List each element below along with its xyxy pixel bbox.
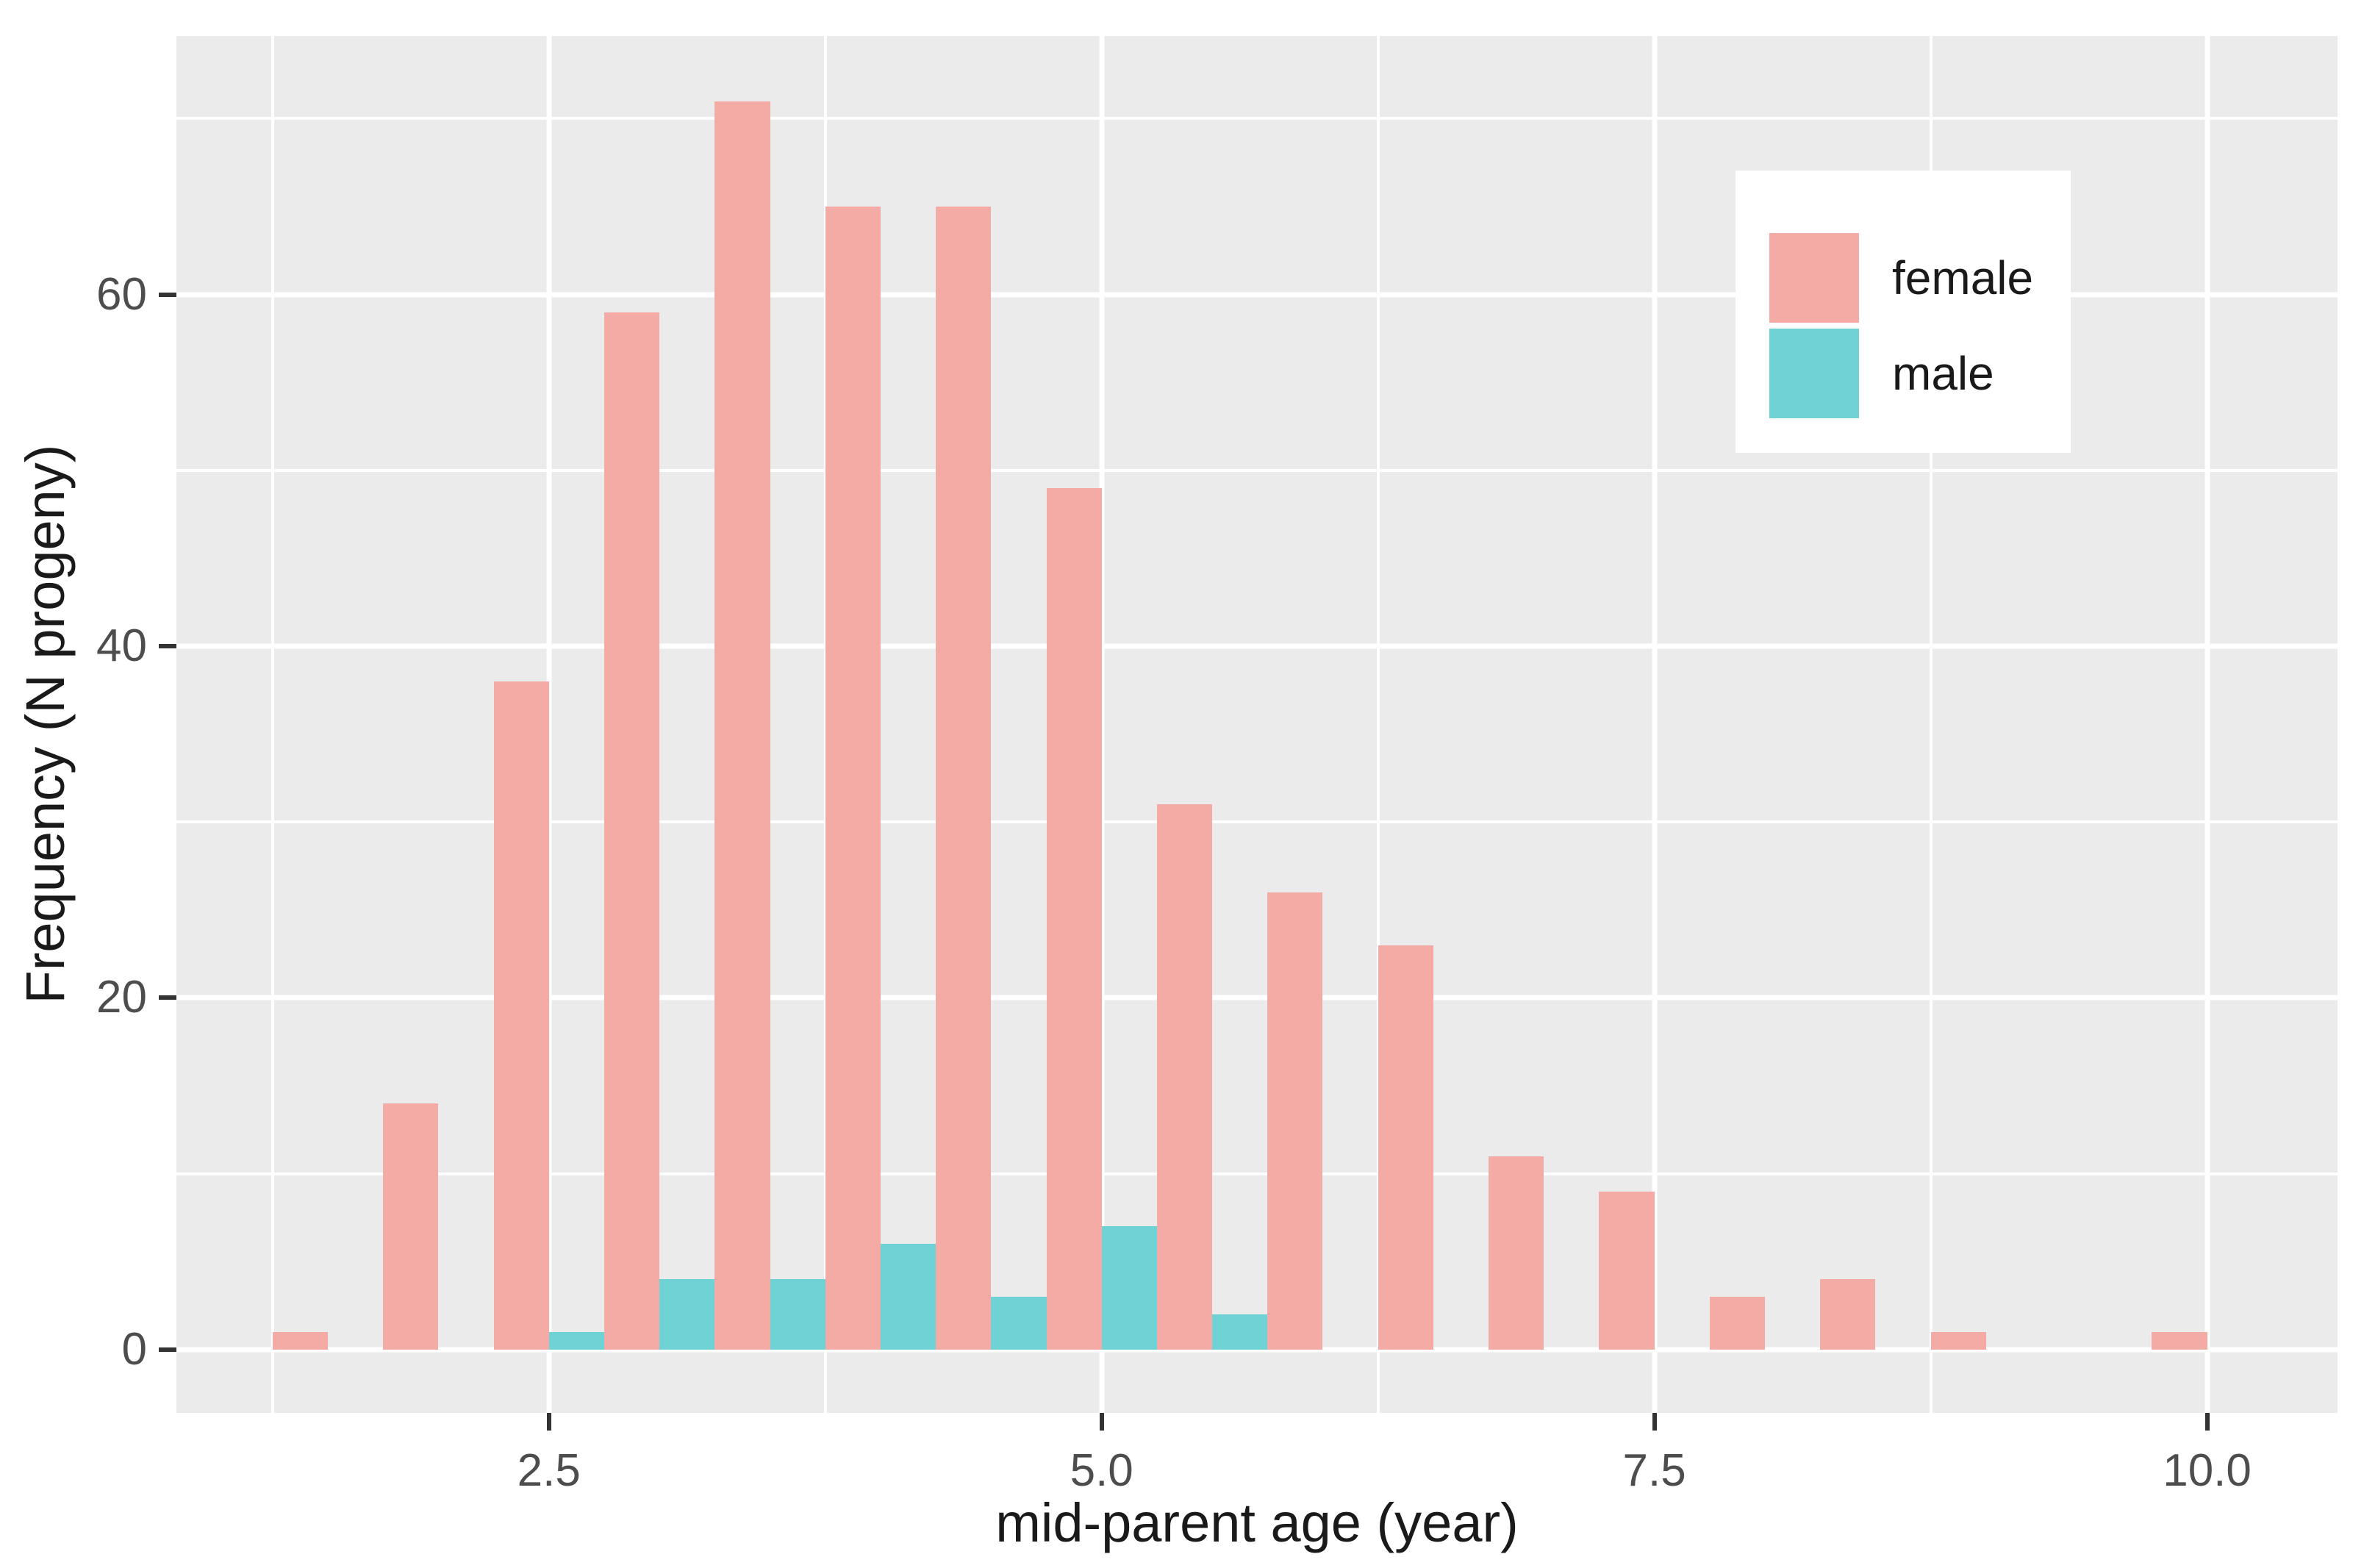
- x-tick-mark: [546, 1413, 551, 1431]
- female-bar: [936, 207, 992, 1350]
- female-bar: [1378, 945, 1433, 1350]
- female-bar: [1489, 1156, 1544, 1350]
- female-bar: [272, 1331, 329, 1350]
- x-minor-gridline: [1929, 36, 1933, 1413]
- male-bar: [991, 1297, 1047, 1350]
- y-minor-gridline: [176, 820, 2338, 824]
- x-tick-mark: [1099, 1413, 1104, 1431]
- x-major-gridline: [1652, 36, 1658, 1413]
- x-minor-gridline: [1376, 36, 1380, 1413]
- female-bar: [383, 1103, 439, 1350]
- female-swatch-icon: [1769, 233, 1859, 323]
- female-bar: [493, 681, 549, 1350]
- y-minor-gridline: [176, 468, 2338, 472]
- x-tick-mark: [2204, 1413, 2210, 1431]
- male-swatch-icon: [1769, 329, 1859, 418]
- male-bar: [659, 1279, 715, 1350]
- female-bar: [825, 207, 881, 1350]
- legend: female male: [1736, 171, 2071, 453]
- male-bar: [1212, 1314, 1268, 1350]
- legend-label-female: female: [1892, 251, 2034, 304]
- y-tick-label: 20: [96, 972, 147, 1023]
- female-bar: [1156, 804, 1213, 1350]
- y-tick-mark: [159, 1347, 176, 1352]
- x-major-gridline: [1099, 36, 1105, 1413]
- female-bar: [1046, 487, 1102, 1350]
- female-bar: [2152, 1331, 2207, 1350]
- female-bar: [603, 312, 660, 1350]
- female-bar: [714, 101, 770, 1350]
- male-bar: [1101, 1226, 1157, 1350]
- female-bar: [1599, 1191, 1655, 1350]
- male-bar: [880, 1244, 936, 1350]
- legend-label-male: male: [1892, 347, 1994, 400]
- y-tick-mark: [159, 995, 176, 1000]
- x-tick-label: 10.0: [2163, 1445, 2252, 1496]
- x-tick-label: 7.5: [1622, 1445, 1686, 1496]
- x-major-gridline: [2204, 36, 2210, 1413]
- y-axis-title: Frequency (N progeny): [15, 444, 76, 1004]
- x-tick-label: 2.5: [517, 1445, 581, 1496]
- female-bar: [1267, 892, 1323, 1350]
- y-minor-gridline: [176, 1172, 2338, 1175]
- legend-item-female: female: [1769, 233, 2071, 323]
- x-axis-title: mid-parent age (year): [995, 1492, 1519, 1553]
- x-tick-mark: [1652, 1413, 1657, 1431]
- y-tick-mark: [159, 644, 176, 649]
- y-tick-mark: [159, 292, 176, 297]
- female-bar: [1709, 1297, 1765, 1350]
- x-major-gridline: [546, 36, 552, 1413]
- male-bar: [548, 1331, 604, 1350]
- y-tick-label: 40: [96, 620, 147, 672]
- y-major-gridline: [176, 292, 2338, 298]
- legend-item-male: male: [1769, 329, 2071, 418]
- male-bar: [770, 1279, 825, 1350]
- x-tick-label: 5.0: [1070, 1445, 1133, 1496]
- female-bar: [1930, 1331, 1986, 1350]
- y-major-gridline: [176, 643, 2338, 649]
- y-tick-label: 60: [96, 268, 147, 320]
- x-minor-gridline: [271, 36, 274, 1413]
- female-bar: [1820, 1279, 1876, 1350]
- y-major-gridline: [176, 995, 2338, 1000]
- y-major-gridline: [176, 1347, 2338, 1353]
- y-minor-gridline: [176, 117, 2338, 121]
- y-tick-label: 0: [121, 1323, 147, 1375]
